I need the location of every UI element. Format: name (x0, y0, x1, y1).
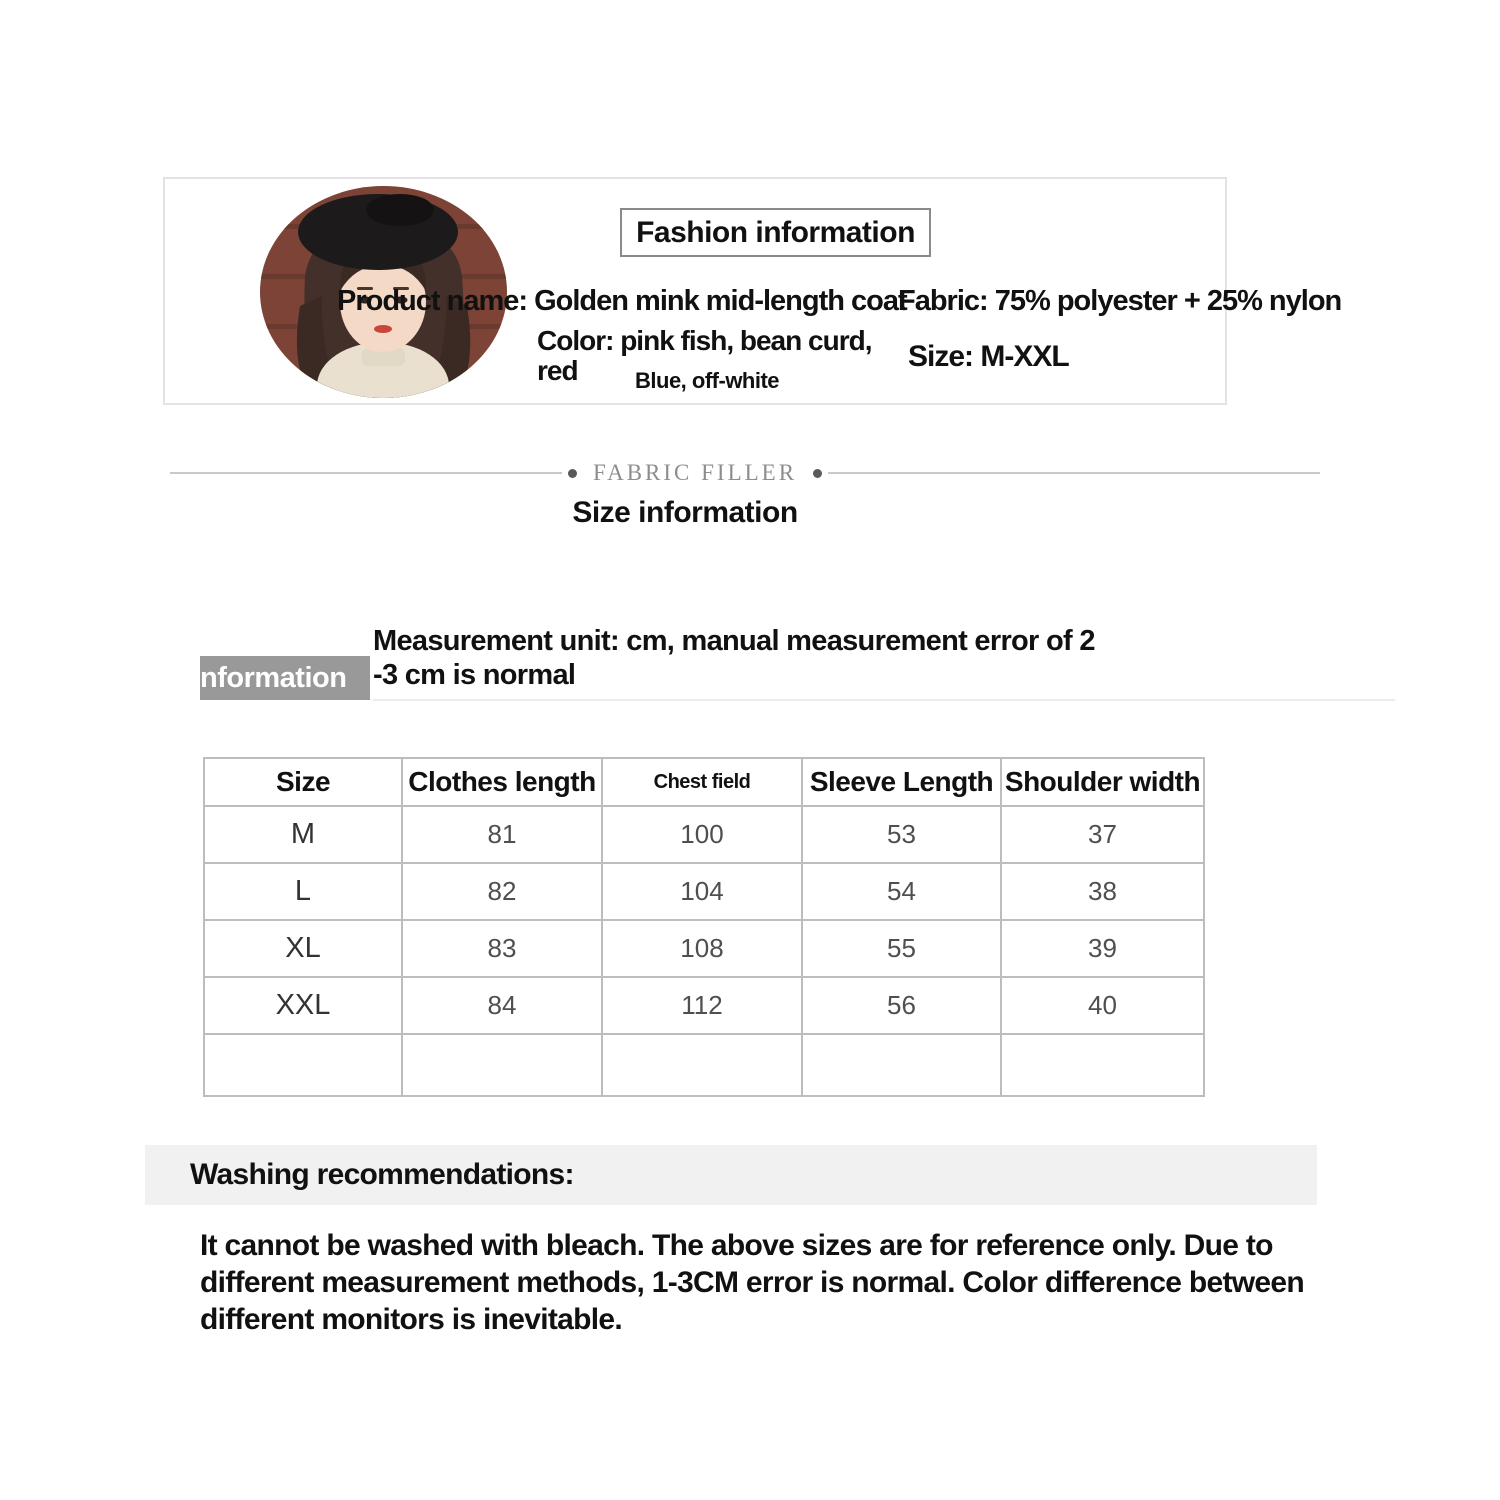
cell-chest-field: 100 (601, 805, 803, 864)
cell-size: M (203, 805, 403, 864)
divider-label: FABRIC FILLER (593, 460, 798, 485)
table-header-row: Size Clothes length Chest field Sleeve L… (203, 757, 1205, 807)
cell-size: XXL (203, 976, 403, 1035)
note-underline (373, 699, 1395, 701)
information-side-label: nformation (200, 656, 370, 700)
table-row: M 81 100 53 37 (203, 805, 1205, 864)
cell-shoulder-width: 37 (1000, 805, 1205, 864)
fabric-line: Fabric: 75% polyester + 25% nylon (898, 285, 1342, 317)
measurement-note-line-1: Measurement unit: cm, manual measurement… (373, 625, 1095, 657)
size-range-line: Size: M-XXL (908, 340, 1070, 373)
fashion-information-title: Fashion information (636, 215, 915, 249)
measurement-note: Measurement unit: cm, manual measurement… (373, 624, 1095, 692)
cell-chest-field: 108 (601, 919, 803, 978)
color-line-3: Blue, off-white (635, 368, 780, 393)
fashion-info-card: Fashion information Product name: Golden… (163, 177, 1342, 405)
cell-shoulder-width: 39 (1000, 919, 1205, 978)
cell-clothes-length: 83 (401, 919, 603, 978)
washing-body-line-1: It cannot be washed with bleach. The abo… (200, 1229, 1273, 1262)
cell-size: XL (203, 919, 403, 978)
cell-shoulder-width: 40 (1000, 976, 1205, 1035)
col-header-sleeve-length: Sleeve Length (801, 757, 1002, 807)
cell-empty (203, 1033, 403, 1097)
cell-chest-field: 104 (601, 862, 803, 921)
washing-recommendations-band: Washing recommendations: (145, 1145, 1317, 1205)
col-header-clothes-length: Clothes length (401, 757, 603, 807)
size-information-title: Size information (572, 496, 798, 529)
cell-clothes-length: 84 (401, 976, 603, 1035)
color-line-1: Color: pink fish, bean curd, (537, 325, 872, 356)
cell-empty (801, 1033, 1002, 1097)
cell-sleeve-length: 54 (801, 862, 1002, 921)
divider-line-right (828, 472, 1320, 474)
table-row: L 82 104 54 38 (203, 862, 1205, 921)
model-photo (260, 186, 507, 398)
table-row-empty (203, 1033, 1205, 1097)
cell-size: L (203, 862, 403, 921)
product-name-line: Product name: Golden mink mid-length coa… (337, 285, 908, 317)
cell-shoulder-width: 38 (1000, 862, 1205, 921)
col-header-shoulder-width: Shoulder width (1000, 757, 1205, 807)
cell-clothes-length: 82 (401, 862, 603, 921)
cell-empty (601, 1033, 803, 1097)
cell-chest-field: 112 (601, 976, 803, 1035)
cell-empty (401, 1033, 603, 1097)
col-header-size: Size (203, 757, 403, 807)
table-row: XXL 84 112 56 40 (203, 976, 1205, 1035)
cell-sleeve-length: 53 (801, 805, 1002, 864)
measurement-note-line-2: -3 cm is normal (373, 659, 576, 691)
washing-recommendations-title: Washing recommendations: (190, 1158, 575, 1191)
size-table: Size Clothes length Chest field Sleeve L… (203, 757, 1205, 1097)
cell-empty (1000, 1033, 1205, 1097)
cell-sleeve-length: 56 (801, 976, 1002, 1035)
table-row: XL 83 108 55 39 (203, 919, 1205, 978)
color-line-2: red (537, 355, 579, 386)
washing-recommendations-body: It cannot be washed with bleach. The abo… (200, 1227, 1305, 1338)
cell-sleeve-length: 55 (801, 919, 1002, 978)
cell-clothes-length: 81 (401, 805, 603, 864)
model-photo-icon (260, 186, 507, 398)
dot-icon (813, 468, 823, 478)
col-header-chest-field: Chest field (601, 757, 803, 807)
divider-line-left (170, 472, 562, 474)
washing-body-line-2: different measurement methods, 1-3CM err… (200, 1266, 1305, 1299)
washing-body-line-3: different monitors is inevitable. (200, 1303, 623, 1336)
dot-icon (568, 468, 577, 478)
fashion-information-title-box: Fashion information (620, 208, 931, 257)
section-divider: FABRIC FILLER (170, 460, 1320, 486)
